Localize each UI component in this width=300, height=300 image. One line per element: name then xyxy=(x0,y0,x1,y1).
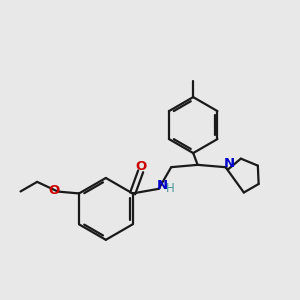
Text: N: N xyxy=(157,178,168,191)
Text: O: O xyxy=(135,160,146,173)
Text: N: N xyxy=(224,157,235,169)
Text: H: H xyxy=(166,182,174,195)
Text: O: O xyxy=(49,184,60,197)
